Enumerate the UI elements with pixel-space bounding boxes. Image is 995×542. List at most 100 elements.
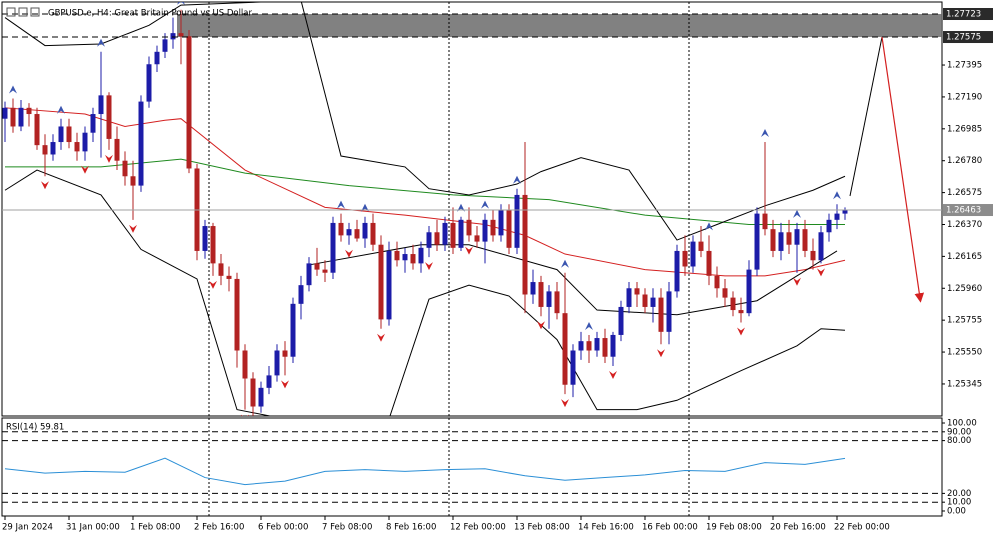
candle-body [554,291,560,314]
candle-body [690,241,696,267]
candle-body [706,250,712,276]
candle-body [386,250,392,320]
candle-body [834,213,840,220]
fractal-down [377,333,385,342]
candle-body [802,229,808,251]
fractal-down [81,165,89,174]
candle-body [282,350,288,357]
candle-body [626,288,632,307]
fractal-down [345,249,353,258]
candle-body [682,250,688,267]
fractal-up [833,191,841,200]
zone [177,14,942,38]
candle-body [122,160,128,177]
candle-body [338,222,344,236]
y-tick-label: 1.26165 [947,252,982,262]
candle-body [378,244,384,320]
fractal-down [609,371,617,380]
rsi-y-tick-label: 10.00 [947,498,971,508]
candle-body [586,341,592,351]
candle-body [450,222,456,248]
candle-body [562,313,568,385]
fractal-down [281,380,289,389]
candle-body [402,254,408,261]
candle-body [442,222,448,245]
fractal-up [97,38,105,47]
fractal-up [57,105,65,114]
indicator-line [4,2,846,241]
candle-body [170,33,176,40]
candle-body [498,210,504,236]
zone-label: 1.27575 [946,33,981,43]
chart-title: GBPUSD.e, H4: Great Britain Pound vs US … [48,9,253,19]
x-tick-label: 14 Feb 16:00 [578,523,634,533]
rsi-y-tick-label: 90.00 [947,427,971,437]
candle-body [698,241,704,251]
candle-body [642,294,648,307]
fractal-down [465,246,473,255]
rsi-y-tick-label: 100.00 [947,419,977,429]
candle-body [242,350,248,379]
candle-body [482,219,488,242]
candle-body [818,232,824,261]
candle-body [770,229,776,251]
candle-body [258,387,264,407]
x-tick-label: 1 Feb 08:00 [130,523,180,533]
y-tick-label: 1.26985 [947,124,982,134]
candle-body [202,226,208,251]
rsi-line [4,457,846,486]
candle-body [210,226,216,264]
candle-body [18,107,24,127]
candle-body [522,194,528,295]
x-tick-label: 7 Feb 08:00 [322,523,372,533]
candle-body [506,210,512,248]
x-tick-label: 20 Feb 16:00 [770,523,826,533]
candle-body [82,132,88,152]
candle-body [130,176,136,186]
candle-body [762,213,768,230]
fractal-up [481,200,489,209]
price-clip [2,2,942,416]
candle-body [754,213,760,270]
x-tick-label: 8 Feb 16:00 [386,523,436,533]
fractal-up [585,321,593,330]
candle-body [842,210,848,214]
candle-body [514,194,520,248]
candle-body [426,232,432,248]
candle-body [106,95,112,139]
candle-body [66,126,72,143]
x-tick-label: 22 Feb 00:00 [834,523,890,533]
x-tick-label: 16 Feb 00:00 [642,523,698,533]
fractal-down [425,262,433,271]
y-tick-label: 1.26370 [947,220,982,230]
candle-body [490,219,496,236]
y-tick-label: 1.26575 [947,188,982,198]
candle-body [266,375,272,388]
x-tick-label: 29 Jan 2024 [2,523,53,533]
icon [30,7,40,17]
rsi-y-tick-label: 20.00 [947,489,971,499]
candle-body [778,232,784,251]
candle-body [34,114,40,146]
candle-body [666,291,672,332]
candle-body [738,310,744,314]
candle-body [10,107,16,127]
candle-body [474,235,480,242]
x-tick-label: 6 Feb 00:00 [258,523,308,533]
candle-body [634,288,640,295]
indicator-line [4,169,846,416]
y-tick-label: 1.25345 [947,379,982,389]
candle-body [362,222,368,239]
fractal-down [41,181,49,190]
candle-body [74,142,80,152]
candle-body [114,138,120,161]
candle-body [146,64,152,102]
candle-body [42,145,48,155]
candle-body [410,254,416,264]
candle-body [330,222,336,273]
candle-body [50,142,56,155]
fractal-down [129,224,137,233]
candle-body [650,297,656,307]
candle-body [722,288,728,298]
fractal-up [337,200,345,209]
